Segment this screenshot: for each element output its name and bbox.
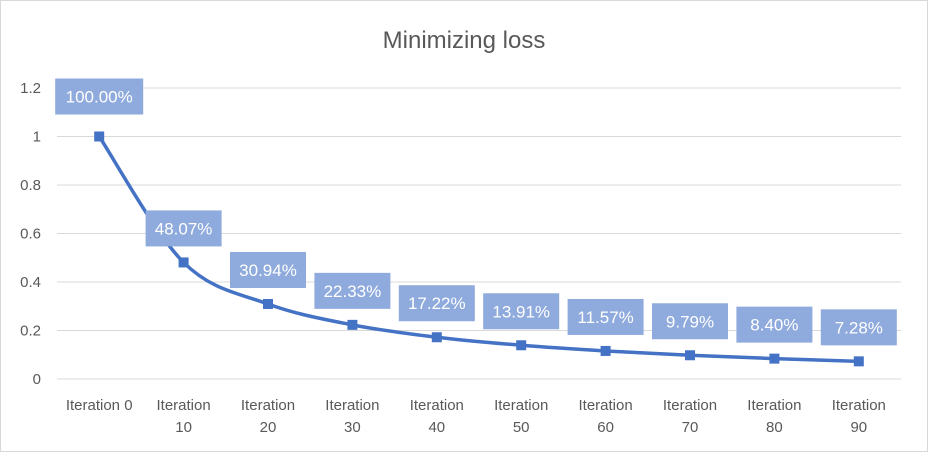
data-point-marker: [178, 257, 189, 268]
y-tick-label: 0: [33, 371, 41, 388]
x-tick-label-line: 20: [260, 419, 277, 436]
data-label: 22.33%: [324, 282, 382, 301]
data-point-marker: [347, 319, 358, 330]
x-tick-label-line: Iteration: [747, 397, 801, 414]
x-tick-label: Iteration 40: [410, 397, 464, 436]
x-tick-label-line: 10: [175, 419, 192, 436]
series-line: [97, 135, 859, 364]
x-tick-label-line: 30: [344, 419, 361, 436]
data-point-marker: [263, 298, 273, 309]
x-tick-label-line: Iteration: [241, 397, 295, 414]
data-label: 7.28%: [835, 318, 883, 337]
x-tick-label-line: 50: [513, 419, 530, 436]
x-tick-label-line: 70: [682, 419, 699, 436]
x-tick-label-line: Iteration 0: [66, 397, 133, 414]
x-tick-label: Iteration 70: [663, 397, 717, 436]
data-label-box: [398, 285, 475, 322]
data-label-box: [567, 298, 644, 335]
x-tick-label: Iteration 10: [156, 397, 210, 436]
data-label: 30.94%: [239, 261, 297, 280]
data-label: 100.00%: [66, 88, 133, 107]
x-tick-label: Iteration 90: [832, 397, 886, 436]
x-tick-label-line: Iteration: [578, 397, 632, 414]
x-tick-label-line: 60: [597, 419, 614, 436]
data-point-marker: [685, 350, 695, 361]
x-tick-label: Iteration 30: [325, 397, 379, 436]
x-tick-label: Iteration 60: [578, 397, 632, 436]
x-tick-label-line: Iteration: [410, 397, 464, 414]
x-tick-label-line: Iteration: [832, 397, 886, 414]
data-point-marker: [94, 131, 105, 142]
data-label-box: [314, 272, 391, 309]
data-point-marker: [769, 353, 780, 364]
x-tick-label-line: Iteration: [156, 397, 210, 414]
y-tick-label: 1.2: [20, 80, 41, 97]
y-tick-label: 0.8: [20, 177, 41, 194]
data-point-marker: [431, 332, 442, 343]
data-point-marker: [600, 345, 611, 356]
data-label: 17.22%: [408, 294, 466, 313]
x-tick-label-line: 80: [766, 419, 783, 436]
data-label-box: [652, 303, 728, 340]
x-tick-label: Iteration 80: [747, 397, 801, 436]
data-label-box: [145, 210, 222, 247]
data-label-box: [55, 78, 144, 115]
x-tick-label-line: Iteration: [494, 397, 548, 414]
y-tick-label: 1: [33, 129, 41, 146]
x-tick-label: Iteration 50: [494, 397, 548, 436]
data-label-box: [820, 309, 897, 346]
x-tick-label-line: 90: [850, 419, 867, 436]
x-tick-label: Iteration 20: [241, 397, 295, 436]
data-point-marker: [853, 356, 864, 367]
data-label: 48.07%: [155, 219, 213, 238]
x-tick-label-line: 40: [428, 419, 445, 436]
y-tick-label: 0.6: [20, 226, 41, 243]
x-tick-label-line: Iteration: [325, 397, 379, 414]
data-label: 13.91%: [492, 302, 550, 321]
y-tick-label: 0.2: [20, 323, 41, 340]
data-label-box: [230, 251, 306, 288]
data-label: 9.79%: [666, 312, 714, 331]
data-point-marker: [516, 340, 527, 351]
data-label-box: [736, 306, 813, 343]
chart-title: Minimizing loss: [382, 27, 546, 54]
data-label: 11.57%: [577, 308, 633, 327]
data-label-box: [483, 293, 560, 330]
x-tick-label-line: Iteration: [663, 397, 717, 414]
y-tick-label: 0.4: [20, 274, 41, 291]
data-label: 8.40%: [750, 316, 798, 335]
x-tick-label: Iteration 0: [66, 397, 133, 414]
